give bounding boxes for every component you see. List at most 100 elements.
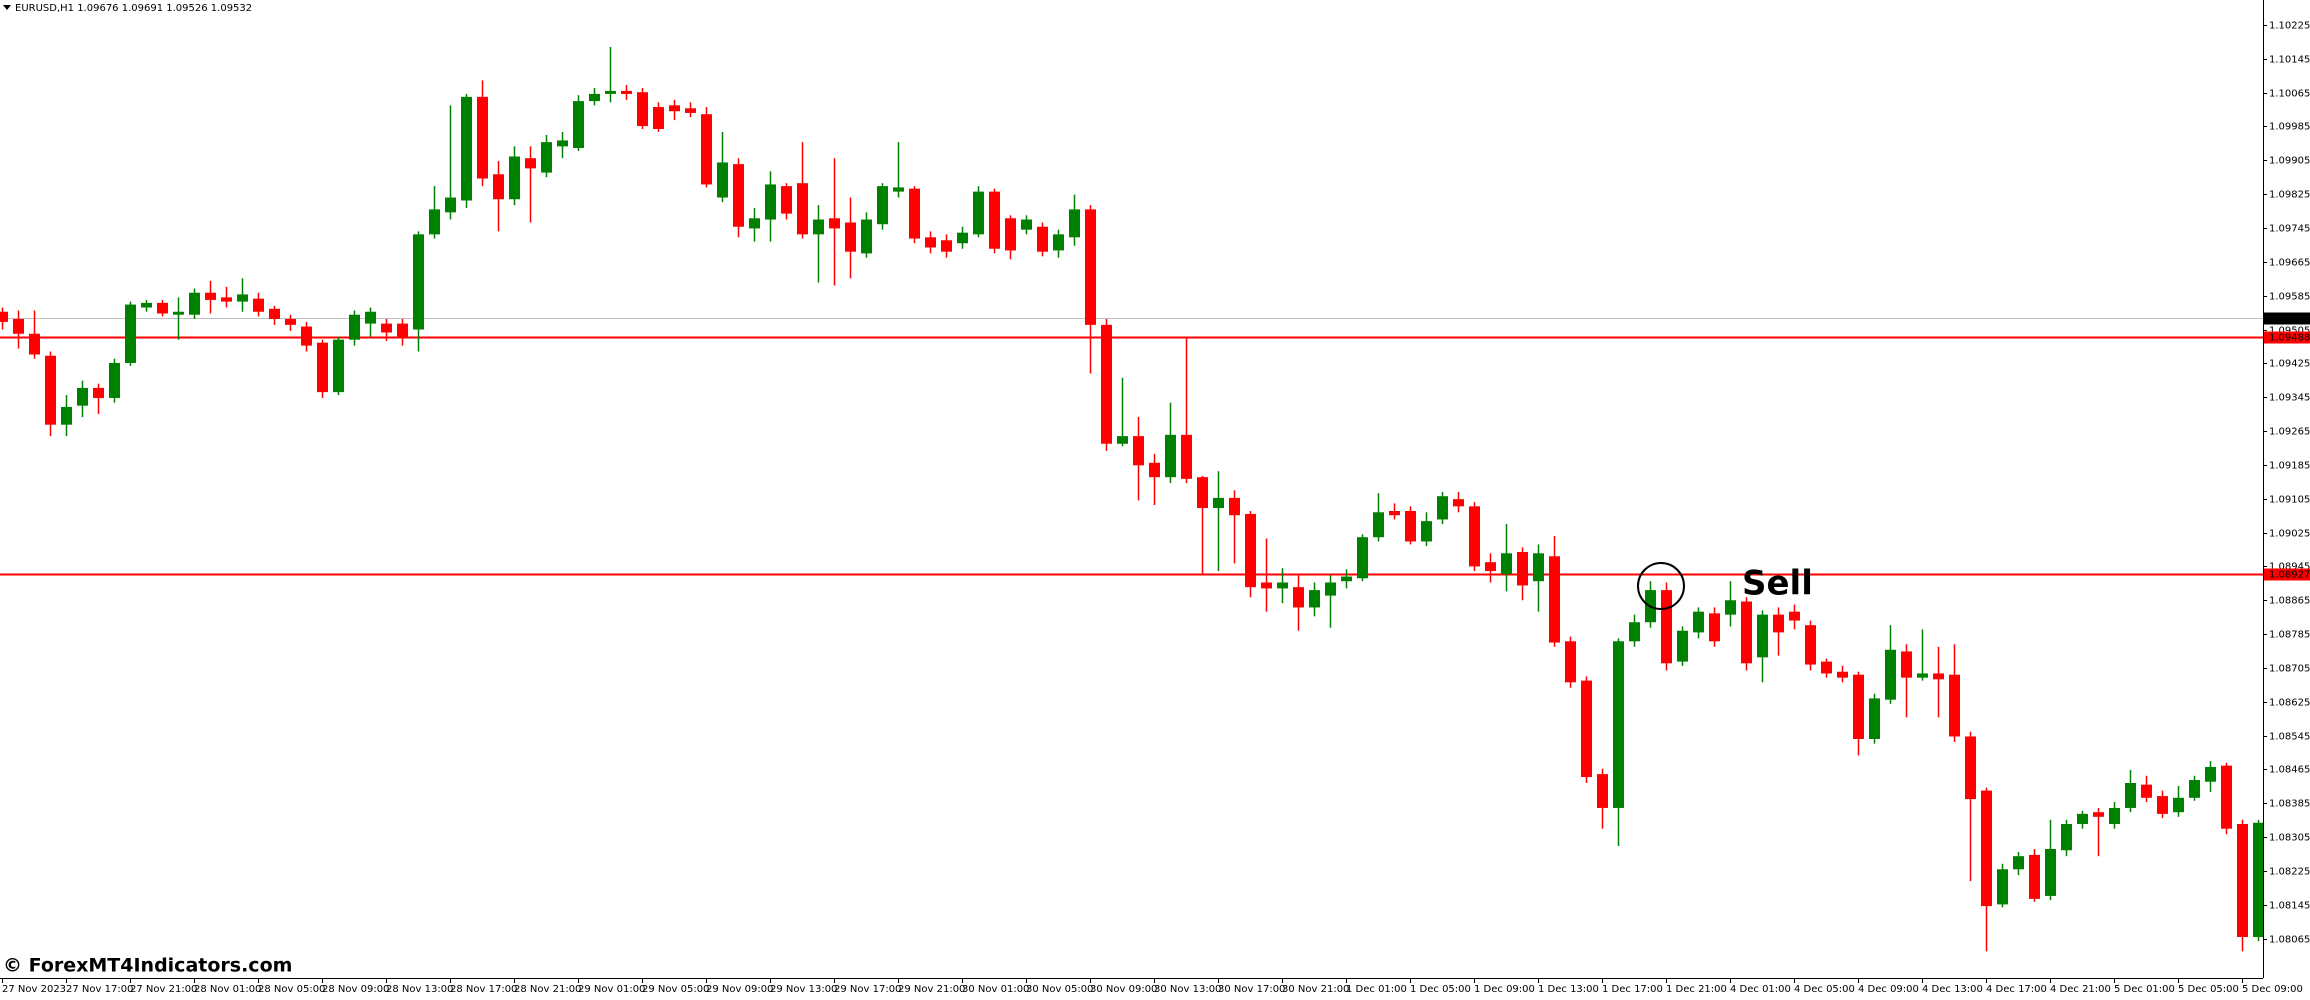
- candle-body: [1101, 324, 1112, 444]
- candle-body: [1037, 226, 1048, 252]
- candle-body: [1469, 506, 1480, 567]
- candle-body: [1917, 673, 1928, 678]
- y-tick-label: 1.09265: [2269, 427, 2310, 438]
- candle-body: [1261, 582, 1272, 589]
- y-tick-label: 1.08625: [2269, 698, 2310, 709]
- candle-body: [749, 218, 760, 229]
- x-tick-label: 30 Nov 05:00: [1026, 984, 1093, 995]
- x-tick-label: 5 Dec 09:00: [2242, 984, 2303, 995]
- candle-body: [1933, 673, 1944, 680]
- signal-circle: [1637, 562, 1685, 611]
- candle-body: [797, 183, 808, 235]
- y-tick-label: 1.09505: [2269, 326, 2310, 337]
- candle-body: [2045, 848, 2056, 896]
- x-tick-label: 4 Dec 13:00: [1922, 984, 1983, 995]
- x-tick-label: 30 Nov 13:00: [1154, 984, 1221, 995]
- candle-body: [365, 311, 376, 324]
- candle-body: [1773, 614, 1784, 633]
- candle-body: [1293, 587, 1304, 608]
- y-tick-label: 1.09745: [2269, 224, 2310, 235]
- candle-body: [1581, 680, 1592, 778]
- candle-body: [1277, 582, 1288, 589]
- candle-body: [765, 184, 776, 220]
- chart-title: EURUSD,H1 1.09676 1.09691 1.09526 1.0953…: [15, 3, 252, 14]
- x-tick-label: 1 Dec 21:00: [1666, 984, 1727, 995]
- candle-body: [1901, 651, 1912, 678]
- candle-body: [141, 302, 152, 308]
- candle-body: [1805, 625, 1816, 665]
- x-tick-label: 5 Dec 05:00: [2178, 984, 2239, 995]
- y-tick-label: 1.08305: [2269, 833, 2310, 844]
- y-tick-label: 1.09905: [2269, 156, 2310, 167]
- candle-body: [2205, 766, 2216, 782]
- candle-body: [1885, 649, 1896, 700]
- x-tick-label: 29 Nov 13:00: [770, 984, 837, 995]
- x-tick-label: 28 Nov 21:00: [514, 984, 581, 995]
- candle-body: [733, 164, 744, 227]
- x-tick-label: 29 Nov 05:00: [642, 984, 709, 995]
- candle-body: [2141, 784, 2152, 798]
- candle-body: [701, 114, 712, 185]
- menu-arrow[interactable]: [3, 5, 11, 10]
- candle-body: [909, 188, 920, 239]
- candle-body: [2189, 780, 2200, 798]
- y-tick-label: 1.09665: [2269, 258, 2310, 269]
- candle-body: [845, 222, 856, 252]
- candle-body: [573, 101, 584, 149]
- candle-body: [397, 323, 408, 337]
- y-tick-label: 1.10225: [2269, 21, 2310, 32]
- candle-body: [1725, 600, 1736, 615]
- candle-body: [2237, 824, 2248, 937]
- y-tick-label: 1.09585: [2269, 292, 2310, 303]
- y-tick-label: 1.10065: [2269, 89, 2310, 100]
- candle-body: [973, 191, 984, 235]
- x-tick-label: 27 Nov 2023: [2, 984, 66, 995]
- candle-body: [557, 140, 568, 147]
- candle-body: [925, 237, 936, 248]
- candle-body: [621, 90, 632, 94]
- candle-body: [1053, 234, 1064, 251]
- candle-body: [1357, 537, 1368, 579]
- candle-body: [429, 209, 440, 235]
- candle-body: [1485, 562, 1496, 572]
- candle-body: [717, 162, 728, 198]
- candle-body: [941, 240, 952, 252]
- y-tick-label: 1.08865: [2269, 596, 2310, 607]
- candle-body: [2125, 782, 2136, 808]
- candle-body: [205, 292, 216, 300]
- candle-body: [1405, 510, 1416, 542]
- candle-body: [93, 387, 104, 399]
- candle-body: [2173, 797, 2184, 813]
- x-tick-label: 1 Dec 17:00: [1602, 984, 1663, 995]
- price-label-box: [2264, 331, 2310, 344]
- y-tick-label: 1.08465: [2269, 765, 2310, 776]
- candle-body: [2221, 765, 2232, 829]
- price-label: 1.09488: [2269, 333, 2310, 344]
- candle-body: [989, 191, 1000, 249]
- candle-body: [1021, 219, 1032, 230]
- candle-body: [2029, 854, 2040, 899]
- candle-body: [173, 311, 184, 315]
- candle-body: [253, 298, 264, 312]
- candle-body: [1165, 434, 1176, 478]
- y-tick-label: 1.09425: [2269, 359, 2310, 370]
- x-tick-label: 4 Dec 17:00: [1986, 984, 2047, 995]
- candle-body: [333, 339, 344, 393]
- candle-body: [813, 219, 824, 235]
- candle-body: [685, 108, 696, 113]
- y-tick-label: 1.08145: [2269, 901, 2310, 912]
- x-tick-label: 27 Nov 17:00: [66, 984, 133, 995]
- candle-body: [1853, 674, 1864, 739]
- candle-body: [2093, 812, 2104, 817]
- y-tick-label: 1.08705: [2269, 664, 2310, 675]
- candle-body: [1341, 576, 1352, 582]
- candle-body: [493, 174, 504, 200]
- y-tick-label: 1.09025: [2269, 529, 2310, 540]
- candle-body: [2061, 824, 2072, 851]
- candle-body: [1229, 497, 1240, 516]
- y-tick-label: 1.08545: [2269, 732, 2310, 743]
- candle-body: [237, 294, 248, 302]
- candle-body: [1373, 512, 1384, 538]
- candle-body: [61, 406, 72, 425]
